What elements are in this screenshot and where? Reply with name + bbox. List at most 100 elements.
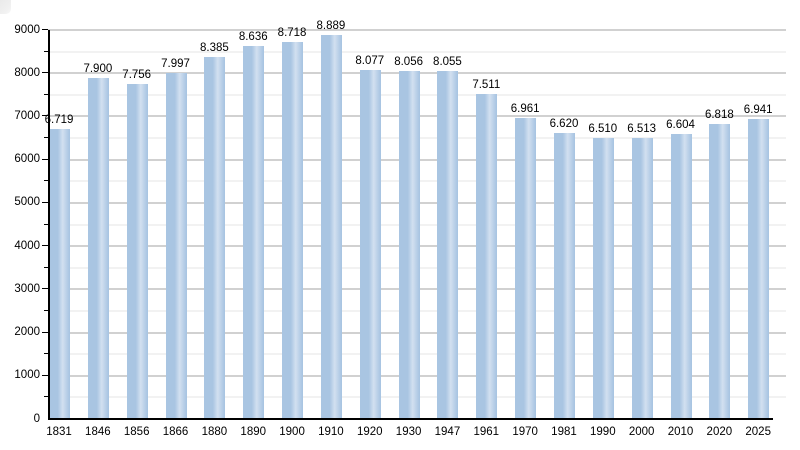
bar: [398, 70, 420, 419]
y-tick-minor: [44, 137, 48, 139]
x-axis-tick-label: 1846: [85, 426, 111, 438]
x-axis-tick-label: 2000: [628, 426, 655, 438]
bar-slot: 7.997 1866: [161, 30, 204, 438]
y-tick-minor: [44, 396, 48, 398]
x-axis-tick-label: 2020: [706, 426, 733, 438]
bar-value-label: 6.818: [704, 109, 734, 122]
bar: [282, 42, 304, 419]
y-axis-tick-label: 5000: [14, 196, 40, 209]
bar-slot: 6.510 1990: [588, 30, 631, 438]
bar-value-label: 8.077: [355, 54, 385, 67]
x-axis-tick-label: 1856: [123, 426, 150, 438]
bar-value-label: 8.636: [238, 30, 268, 43]
bar-slot: 8.385 1880: [199, 30, 242, 438]
bar: [165, 73, 187, 419]
y-tick-major: [42, 201, 48, 203]
corner-artifact: [0, 0, 11, 14]
bar-slot: 8.718 1900: [278, 27, 320, 438]
bar-value-label: 6.620: [549, 117, 579, 130]
bar: [359, 69, 381, 419]
y-tick-minor: [44, 266, 48, 268]
y-tick-major: [42, 245, 48, 247]
bar-slot: 7.900 1846: [83, 30, 126, 438]
bars: 6.719 1831 7.900 1846 7.756 1856 7.997 1866 8.38…: [44, 20, 786, 439]
bar: [553, 132, 575, 419]
bar-value-label: 6.510: [588, 122, 618, 135]
bar: [87, 77, 109, 419]
y-tick-major: [42, 72, 48, 74]
y-tick-major: [42, 331, 48, 333]
bar-slot: 6.513 2000: [627, 30, 670, 439]
x-axis-tick-label: 1866: [162, 426, 189, 438]
bar: [243, 45, 265, 419]
bar: [592, 137, 614, 419]
x-axis-tick-label: 1920: [356, 426, 383, 438]
x-axis-tick-label: 1930: [395, 426, 422, 438]
y-tick-minor: [44, 93, 48, 95]
bar-value-label: 8.889: [316, 19, 346, 32]
x-axis-tick-label: 2025: [745, 426, 771, 438]
bar-slot: 7.756 1856: [122, 30, 165, 438]
bar: [204, 56, 226, 419]
bar-value-label: 6.513: [627, 122, 657, 135]
bar-slot: 6.604 2010: [666, 30, 709, 438]
y-tick-major: [42, 29, 48, 30]
bar-slot: 7.511 1961: [472, 30, 514, 438]
bar-slot: 6.719 1831: [44, 30, 87, 438]
bar-value-label: 6.604: [666, 118, 695, 131]
bar-slot: 6.620 1981: [549, 30, 592, 438]
y-axis-tick-label: 6000: [14, 152, 40, 165]
x-axis-tick-label: 1947: [434, 426, 461, 438]
bar-slot: 8.889 1910: [317, 20, 359, 438]
bar: [49, 128, 70, 419]
bar: [631, 137, 653, 419]
y-axis-labels: 0 1000 2000 3000 4000 5000 6000 7000 8000 9000: [0, 24, 40, 424]
bar: [748, 119, 770, 419]
x-axis-tick-label: 2010: [667, 426, 694, 438]
bar: [126, 83, 148, 419]
x-axis-tick-label: 1981: [551, 426, 577, 438]
bar-slot: 6.941 2025: [743, 30, 786, 438]
bar-value-label: 6.719: [44, 113, 74, 126]
x-axis-tick-label: 1831: [46, 426, 72, 438]
y-tick-minor: [44, 50, 48, 52]
y-tick-minor: [44, 180, 48, 182]
y-tick-major: [42, 288, 48, 290]
gridline-minor: [48, 51, 786, 53]
bar: [515, 118, 537, 419]
bar-slot: 8.056 1930: [394, 30, 437, 438]
bar-slot: 8.636 1890: [238, 30, 281, 438]
y-axis-tick-label: 4000: [14, 239, 40, 252]
x-axis-tick-label: 1890: [240, 426, 267, 438]
bar: [320, 34, 342, 419]
bar-value-label: 8.055: [433, 55, 462, 68]
y-tick-minor: [44, 223, 48, 225]
bar-value-label: 6.941: [743, 104, 773, 116]
bar-value-label: 6.961: [510, 103, 540, 116]
x-axis-tick-label: 1961: [473, 426, 500, 438]
bar-slot: 8.077 1920: [355, 30, 398, 438]
y-axis-tick-label: 2000: [14, 325, 40, 338]
bar-value-label: 7.997: [161, 58, 190, 71]
y-tick-major: [42, 158, 48, 160]
bar: [437, 70, 459, 419]
y-tick-minor: [44, 309, 48, 311]
y-axis-line: [48, 30, 50, 419]
x-axis-tick-label: 1880: [201, 426, 228, 438]
x-axis-tick-label: 1990: [590, 426, 616, 438]
y-tick-major: [42, 374, 48, 376]
y-axis-tick-label: 1000: [14, 369, 40, 382]
bar-value-label: 7.511: [472, 79, 501, 92]
y-tick-minor: [44, 353, 48, 355]
bar: [670, 133, 692, 419]
bar-value-label: 8.385: [199, 41, 229, 54]
bar-value-label: 8.056: [394, 55, 423, 68]
bar-value-label: 7.900: [83, 62, 113, 75]
x-axis-tick-label: 1910: [318, 426, 344, 438]
x-axis-tick-label: 1900: [279, 426, 305, 438]
bar: [476, 94, 498, 419]
bar-slot: 6.818 2020: [704, 30, 747, 438]
bar-value-label: 7.756: [122, 68, 152, 81]
y-tick-major: [42, 115, 48, 117]
